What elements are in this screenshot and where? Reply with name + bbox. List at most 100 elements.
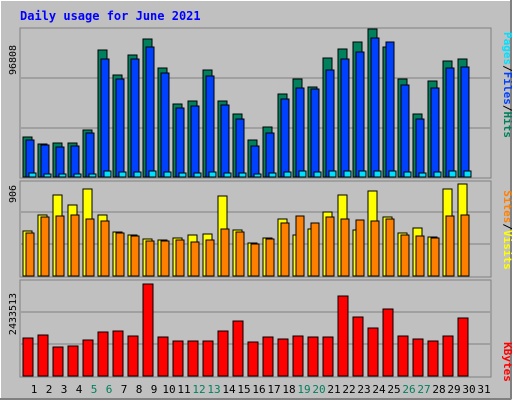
x-tick-label: 2: [46, 383, 53, 396]
files-bar: [325, 69, 335, 178]
x-tick-label: 21: [327, 383, 340, 396]
files-bar: [130, 58, 140, 178]
sites-bar: [310, 222, 320, 277]
files-bar: [445, 67, 455, 178]
sites-bar: [130, 235, 140, 277]
pages-bar: [58, 173, 67, 178]
pages-bar: [463, 170, 472, 178]
pages-bar: [283, 171, 292, 178]
sites-bar: [205, 239, 215, 277]
x-tick-label: 10: [162, 383, 175, 396]
kbytes-bar: [172, 340, 184, 377]
sites-bar: [415, 235, 425, 277]
pages-bar: [223, 172, 232, 178]
files-bar: [295, 87, 305, 178]
sites-bar: [340, 218, 350, 277]
kbytes-y-max-label: 2433513: [8, 293, 19, 335]
sites-bar: [70, 214, 80, 277]
pages-bar: [418, 172, 427, 178]
sites-bar: [175, 239, 185, 277]
sites-bar: [280, 222, 290, 277]
sites-bar: [325, 216, 335, 277]
files-bar: [340, 58, 350, 178]
files-bar: [400, 84, 410, 178]
x-tick-label: 19: [297, 383, 310, 396]
kbytes-bar: [382, 308, 394, 377]
pages-bar: [343, 170, 352, 178]
pages-bar: [298, 170, 307, 178]
pages-bar: [448, 170, 457, 178]
files-bar: [250, 145, 260, 178]
pages-bar: [433, 171, 442, 178]
kbytes-bar: [97, 331, 109, 377]
files-bar: [415, 118, 425, 178]
kbytes-bar: [157, 336, 169, 377]
x-tick-label: 13: [207, 383, 220, 396]
pages-bar: [253, 173, 262, 178]
pages-bar: [28, 172, 37, 178]
x-tick-label: 24: [372, 383, 386, 396]
sites-bar: [145, 240, 155, 277]
files-bar: [70, 145, 80, 178]
sites-bar: [250, 243, 260, 277]
kbytes-bar: [322, 336, 334, 377]
x-tick-label: 28: [432, 383, 445, 396]
x-tick-label: 25: [387, 383, 400, 396]
files-bar: [355, 51, 365, 178]
kbytes-bar: [217, 330, 229, 377]
kbytes-bar: [277, 338, 289, 377]
chart-title: Daily usage for June 2021: [20, 9, 201, 23]
sites-bar: [55, 215, 65, 277]
x-tick-label: 18: [282, 383, 295, 396]
x-tick-label: 1: [31, 383, 38, 396]
x-tick-label: 9: [151, 383, 158, 396]
files-bar: [430, 87, 440, 178]
x-tick-label: 30: [462, 383, 475, 396]
hits-y-max-label: 96808: [8, 45, 19, 75]
files-bar: [385, 41, 395, 178]
hits-axis-title: Pages/Files/Hits: [501, 32, 512, 138]
visits-axis-title: Sites/Visits: [501, 190, 512, 270]
kbytes-bar: [232, 320, 244, 377]
sites-bar: [190, 241, 200, 277]
pages-bar: [193, 172, 202, 178]
pages-bar: [133, 171, 142, 178]
files-bar: [40, 144, 50, 178]
x-tick-label: 17: [267, 383, 280, 396]
files-bar: [310, 88, 320, 178]
files-bar: [190, 105, 200, 178]
sites-bar: [160, 240, 170, 277]
x-tick-label: 8: [136, 383, 143, 396]
sites-bar: [430, 237, 440, 277]
sites-bar: [355, 219, 365, 277]
kbytes-bar: [442, 335, 454, 377]
pages-bar: [388, 170, 397, 178]
sites-bar: [40, 216, 50, 277]
kbytes-bar: [427, 340, 439, 377]
pages-bar: [118, 171, 127, 178]
files-bar: [145, 46, 155, 178]
kbytes-axis-title: KBytes: [501, 342, 512, 382]
files-bar: [160, 72, 170, 178]
x-tick-label: 22: [342, 383, 355, 396]
kbytes-bar: [367, 327, 379, 377]
x-tick-label: 31: [477, 383, 490, 396]
kbytes-bar: [412, 338, 424, 377]
axis-title-segment: Hits: [501, 112, 512, 139]
pages-bar: [43, 173, 52, 178]
panel-kbytes-bars: [21, 283, 490, 377]
sites-bar: [85, 218, 95, 277]
pages-bar: [313, 171, 322, 178]
kbytes-bar: [142, 283, 154, 377]
pages-bar: [103, 170, 112, 178]
files-bar: [460, 66, 470, 178]
x-tick-label: 26: [402, 383, 415, 396]
axis-title-segment: /: [501, 105, 512, 112]
kbytes-bar: [67, 345, 79, 377]
pages-bar: [148, 170, 157, 178]
files-bar: [280, 98, 290, 178]
sites-bar: [25, 232, 35, 277]
x-tick-label: 12: [192, 383, 205, 396]
kbytes-bar: [187, 340, 199, 377]
